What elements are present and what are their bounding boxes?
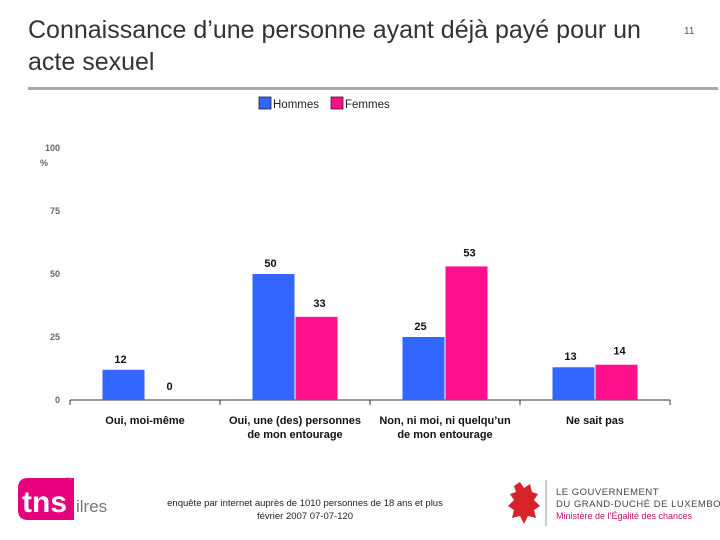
gov-line-3: Ministère de l’Égalité des chances (556, 511, 693, 521)
tns-logo-background (18, 478, 74, 520)
ilres-logo-word: ilres (76, 497, 107, 516)
title-divider (28, 87, 718, 90)
bar-hommes (402, 337, 445, 400)
y-tick-label: 100 (45, 143, 60, 153)
gov-line-1: LE GOUVERNEMENT (556, 487, 660, 498)
gov-line-2: DU GRAND-DUCHÉ DE LUXEMBOURG (556, 499, 720, 510)
legend-label-hommes: Hommes (273, 99, 319, 111)
legend-swatch-femmes (330, 96, 344, 110)
tns-ilres-logo: tns ilres TM (14, 474, 110, 530)
data-label-femmes: 33 (313, 298, 325, 310)
data-label-hommes: 50 (264, 258, 276, 270)
data-label-hommes: 13 (564, 351, 576, 363)
page-number: 11 (684, 26, 695, 37)
y-tick-label: 25 (50, 332, 60, 342)
data-label-femmes: 0 (166, 381, 172, 393)
bar-hommes (552, 367, 595, 400)
luxembourg-lion-icon (508, 480, 547, 526)
category-label: de mon entourage (247, 429, 342, 441)
government-logo: LE GOUVERNEMENT DU GRAND-DUCHÉ DE LUXEMB… (500, 478, 720, 528)
data-label-hommes: 25 (414, 321, 426, 333)
category-label: Oui, une (des) personnes (229, 415, 361, 427)
bar-femmes (295, 316, 338, 400)
legend-label-femmes: Femmes (345, 99, 390, 111)
category-label: de mon entourage (397, 429, 492, 441)
bar-hommes (102, 369, 145, 400)
category-label: Oui, moi-même (105, 415, 184, 427)
y-tick-label: 50 (50, 269, 60, 279)
bar-femmes (445, 266, 488, 400)
slide-title: Connaissance d’une personne ayant déjà p… (28, 16, 641, 76)
category-label: Ne sait pas (566, 415, 624, 427)
y-tick-label: 0 (55, 395, 60, 405)
data-label-femmes: 14 (613, 346, 626, 358)
tns-logo-shape: tns ilres TM (18, 476, 107, 520)
tns-logo-word: tns (22, 486, 67, 519)
bar-chart: Hommes Femmes 0 25 50 75 100% 12 0 Oui, moi-même 5… (40, 96, 671, 441)
survey-note-line-2: février 2007 07-07-120 (256, 511, 354, 522)
bar-hommes (252, 274, 295, 400)
legend-swatch-hommes (258, 96, 272, 110)
survey-note: enquête par internet auprès de 1010 pers… (140, 497, 470, 523)
survey-note-line-1: enquête par internet auprès de 1010 pers… (167, 498, 443, 509)
tns-trademark: TM (66, 476, 72, 481)
data-label-femmes: 53 (463, 247, 475, 259)
y-unit-label: % (40, 158, 48, 168)
data-label-hommes: 12 (114, 354, 126, 366)
bar-femmes (595, 364, 638, 400)
y-tick-label: 75 (50, 206, 60, 216)
category-label: Non, ni moi, ni quelqu’un (379, 415, 511, 427)
